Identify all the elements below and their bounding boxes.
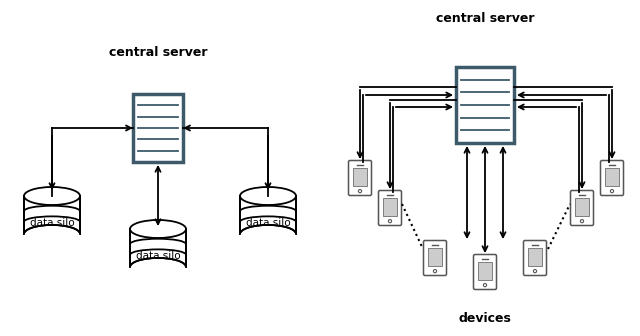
Ellipse shape xyxy=(240,225,296,243)
Ellipse shape xyxy=(24,187,80,205)
Text: central server: central server xyxy=(109,45,207,58)
Bar xyxy=(133,94,183,162)
Bar xyxy=(240,196,296,234)
FancyBboxPatch shape xyxy=(424,241,447,276)
Bar xyxy=(353,168,367,186)
Ellipse shape xyxy=(130,220,186,238)
Text: central server: central server xyxy=(436,11,534,25)
Text: devices: devices xyxy=(459,311,511,325)
Bar xyxy=(130,229,186,267)
FancyBboxPatch shape xyxy=(600,161,623,196)
Ellipse shape xyxy=(240,187,296,205)
Ellipse shape xyxy=(24,225,80,243)
Bar xyxy=(24,196,80,234)
FancyBboxPatch shape xyxy=(570,191,593,225)
Text: data silo: data silo xyxy=(136,251,180,261)
Bar xyxy=(528,248,542,266)
Bar xyxy=(428,248,442,266)
Text: data silo: data silo xyxy=(29,218,74,228)
Bar xyxy=(478,262,492,280)
Text: data silo: data silo xyxy=(246,218,291,228)
Bar xyxy=(575,198,589,216)
FancyBboxPatch shape xyxy=(349,161,371,196)
FancyBboxPatch shape xyxy=(378,191,401,225)
FancyBboxPatch shape xyxy=(474,254,497,290)
Bar xyxy=(605,168,619,186)
Ellipse shape xyxy=(130,258,186,276)
FancyBboxPatch shape xyxy=(524,241,547,276)
Bar xyxy=(456,67,514,143)
Bar xyxy=(383,198,397,216)
